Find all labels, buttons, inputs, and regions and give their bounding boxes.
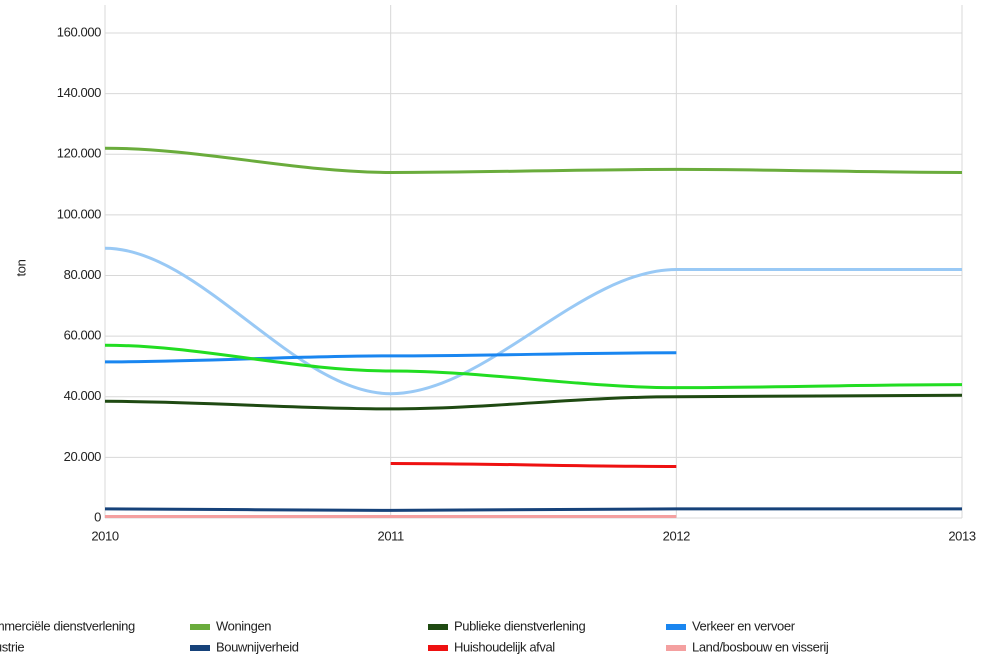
legend-swatch <box>666 624 686 630</box>
legend-swatch <box>428 645 448 651</box>
series-line <box>104 246 962 396</box>
legend-swatch <box>190 645 210 651</box>
y-tick-label: 0 <box>94 509 101 524</box>
y-tick-label: 120.000 <box>57 146 101 161</box>
series-line <box>104 393 963 411</box>
legend-label: Land/bosbouw en visserij <box>692 639 829 654</box>
x-tick-label: 2010 <box>91 528 118 543</box>
legend-label: Commerciële dienstverlening <box>0 618 135 633</box>
legend-label: Industrie <box>0 639 24 654</box>
y-tick-label: 160.000 <box>57 24 101 39</box>
y-tick-label: 100.000 <box>57 206 101 221</box>
series-line <box>390 461 677 468</box>
series-line <box>104 507 962 512</box>
y-tick-label: 40.000 <box>64 388 102 403</box>
legend-label: Bouwnijverheid <box>216 639 299 654</box>
legend-swatch <box>428 624 448 630</box>
y-tick-label: 140.000 <box>57 85 101 100</box>
y-tick-label: 20.000 <box>64 449 102 464</box>
legend-swatch <box>190 624 210 630</box>
legend-label: Verkeer en vervoer <box>692 618 796 633</box>
legend-label: Huishoudelijk afval <box>454 639 555 654</box>
legend-label: Woningen <box>216 618 271 633</box>
y-axis-label: ton <box>13 259 28 276</box>
x-tick-label: 2013 <box>948 528 975 543</box>
legend-swatch <box>666 645 686 651</box>
y-tick-label: 80.000 <box>64 267 102 282</box>
series-line <box>104 351 677 364</box>
x-tick-label: 2011 <box>377 528 404 543</box>
series-line <box>104 146 963 174</box>
x-tick-label: 2012 <box>663 528 690 543</box>
legend-label: Publieke dienstverlening <box>454 618 585 633</box>
series-line <box>104 343 963 390</box>
y-tick-label: 60.000 <box>64 328 102 343</box>
